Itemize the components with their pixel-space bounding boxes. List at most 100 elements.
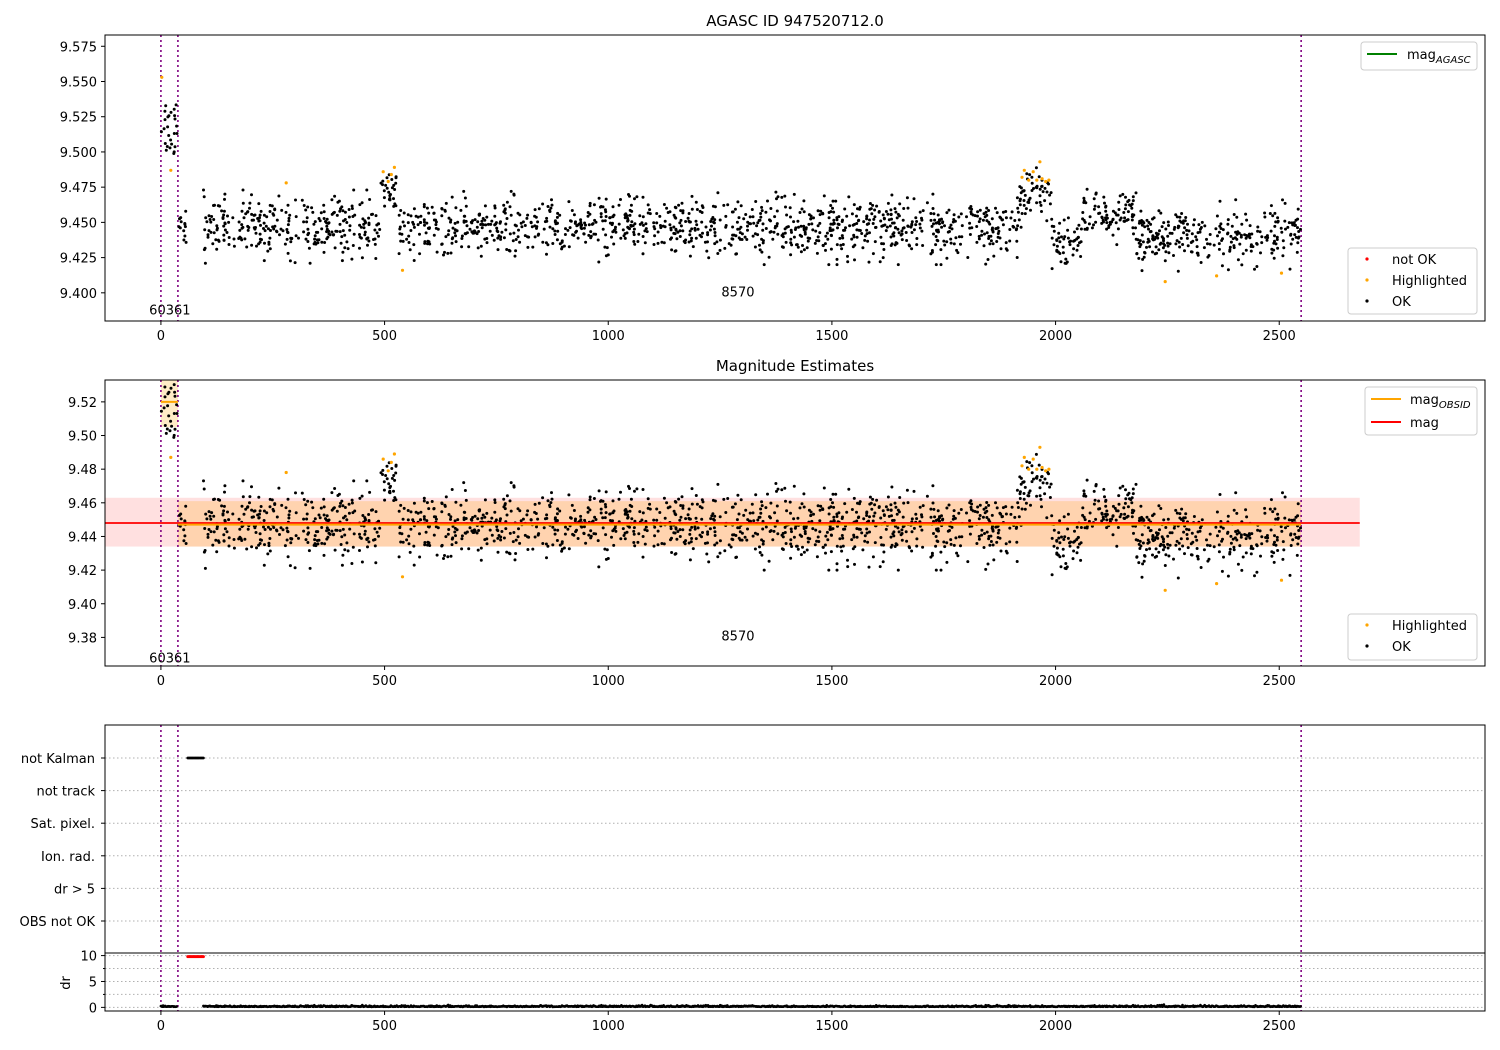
ok-point <box>688 233 692 237</box>
legend-ok-label: OK <box>1392 295 1411 310</box>
ok-point <box>519 221 523 225</box>
ok-point <box>1038 494 1042 498</box>
ok-point <box>1001 210 1005 214</box>
ok-point <box>222 238 226 242</box>
ok-point <box>1029 503 1032 507</box>
ok-point <box>902 207 906 210</box>
ok-point <box>868 502 872 506</box>
panel2-y-ticks: 9.389.409.429.449.469.489.509.52 <box>68 396 105 646</box>
ok-point <box>1043 492 1047 496</box>
ok-point <box>1072 549 1076 553</box>
ok-point <box>1196 557 1200 561</box>
ok-point <box>418 555 422 559</box>
ok-point <box>225 231 229 234</box>
ok-point <box>1001 506 1005 510</box>
ok-point <box>715 240 719 244</box>
ok-point <box>756 221 760 225</box>
dr-gridlines <box>105 955 1485 1008</box>
ok-point <box>288 509 292 513</box>
ok-point <box>222 539 226 543</box>
ok-point <box>1066 228 1070 232</box>
ok-point <box>353 509 357 513</box>
ok-point <box>629 223 633 227</box>
ok-point <box>1217 247 1221 251</box>
ok-point <box>914 216 918 220</box>
ok-point <box>1282 246 1286 250</box>
flag-category-label: Sat. pixel. <box>31 817 95 832</box>
ok-point <box>1148 245 1152 249</box>
ok-point <box>223 192 227 196</box>
ok-point <box>950 525 954 529</box>
ok-point <box>1009 216 1013 220</box>
ok-point <box>827 216 831 220</box>
ok-point <box>599 507 603 511</box>
ok-point <box>652 221 656 225</box>
y-tick-label: 9.38 <box>68 631 97 646</box>
ok-point <box>430 500 434 503</box>
ok-point <box>163 395 167 399</box>
ok-point <box>1166 234 1170 238</box>
ok-point <box>327 229 331 233</box>
ok-point <box>879 516 883 520</box>
ok-point <box>1069 540 1073 544</box>
ok-point <box>1296 241 1300 245</box>
ok-point <box>762 568 766 572</box>
ok-point <box>173 390 177 394</box>
ok-point <box>1234 491 1238 495</box>
ok-point <box>1217 550 1221 554</box>
ok-point <box>921 244 925 247</box>
ok-point <box>934 535 938 538</box>
ok-point <box>991 543 995 547</box>
ok-point <box>203 261 207 265</box>
ok-point <box>1249 249 1253 253</box>
ok-point <box>1291 223 1295 227</box>
ok-point <box>832 222 836 226</box>
ok-point <box>507 248 511 252</box>
ok-point <box>259 223 262 227</box>
ok-point <box>327 221 331 225</box>
ok-point <box>1043 477 1047 481</box>
ok-point <box>1008 228 1012 231</box>
y-tick-label: 9.400 <box>60 287 97 302</box>
ok-point <box>443 554 446 557</box>
ok-point <box>530 225 534 229</box>
ok-point <box>546 205 550 208</box>
ok-point <box>783 231 787 235</box>
ok-point <box>628 194 631 198</box>
ok-point <box>1297 235 1301 239</box>
ok-point <box>643 528 647 532</box>
ok-point <box>365 537 369 541</box>
ok-point <box>734 234 738 238</box>
ok-point <box>579 218 583 222</box>
ok-point <box>658 511 662 514</box>
ok-point <box>470 529 474 533</box>
ok-point <box>980 233 984 237</box>
ok-point <box>738 530 742 534</box>
ok-point <box>966 560 970 564</box>
ok-point <box>463 531 467 535</box>
ok-point <box>1151 237 1155 241</box>
ok-point <box>495 226 499 230</box>
ok-point <box>632 240 636 243</box>
ok-point <box>990 217 994 221</box>
ok-point <box>1022 497 1026 501</box>
ok-point <box>1289 532 1293 536</box>
ok-point <box>456 220 460 224</box>
ok-point <box>1016 206 1020 210</box>
highlighted-point <box>1022 455 1026 459</box>
y-tick-label: 9.46 <box>68 497 97 512</box>
ok-point <box>809 513 813 517</box>
ok-point <box>509 213 513 217</box>
ok-point <box>656 529 660 533</box>
ok-point <box>938 515 941 519</box>
ok-point <box>1142 255 1146 259</box>
ok-point <box>1004 505 1008 509</box>
ok-point <box>422 496 426 500</box>
ok-point <box>705 552 709 556</box>
ok-point <box>1062 515 1066 519</box>
ok-point <box>608 512 612 516</box>
ok-point <box>757 515 761 519</box>
ok-point <box>996 226 1000 230</box>
ok-point <box>481 513 485 517</box>
ok-point <box>203 549 207 552</box>
